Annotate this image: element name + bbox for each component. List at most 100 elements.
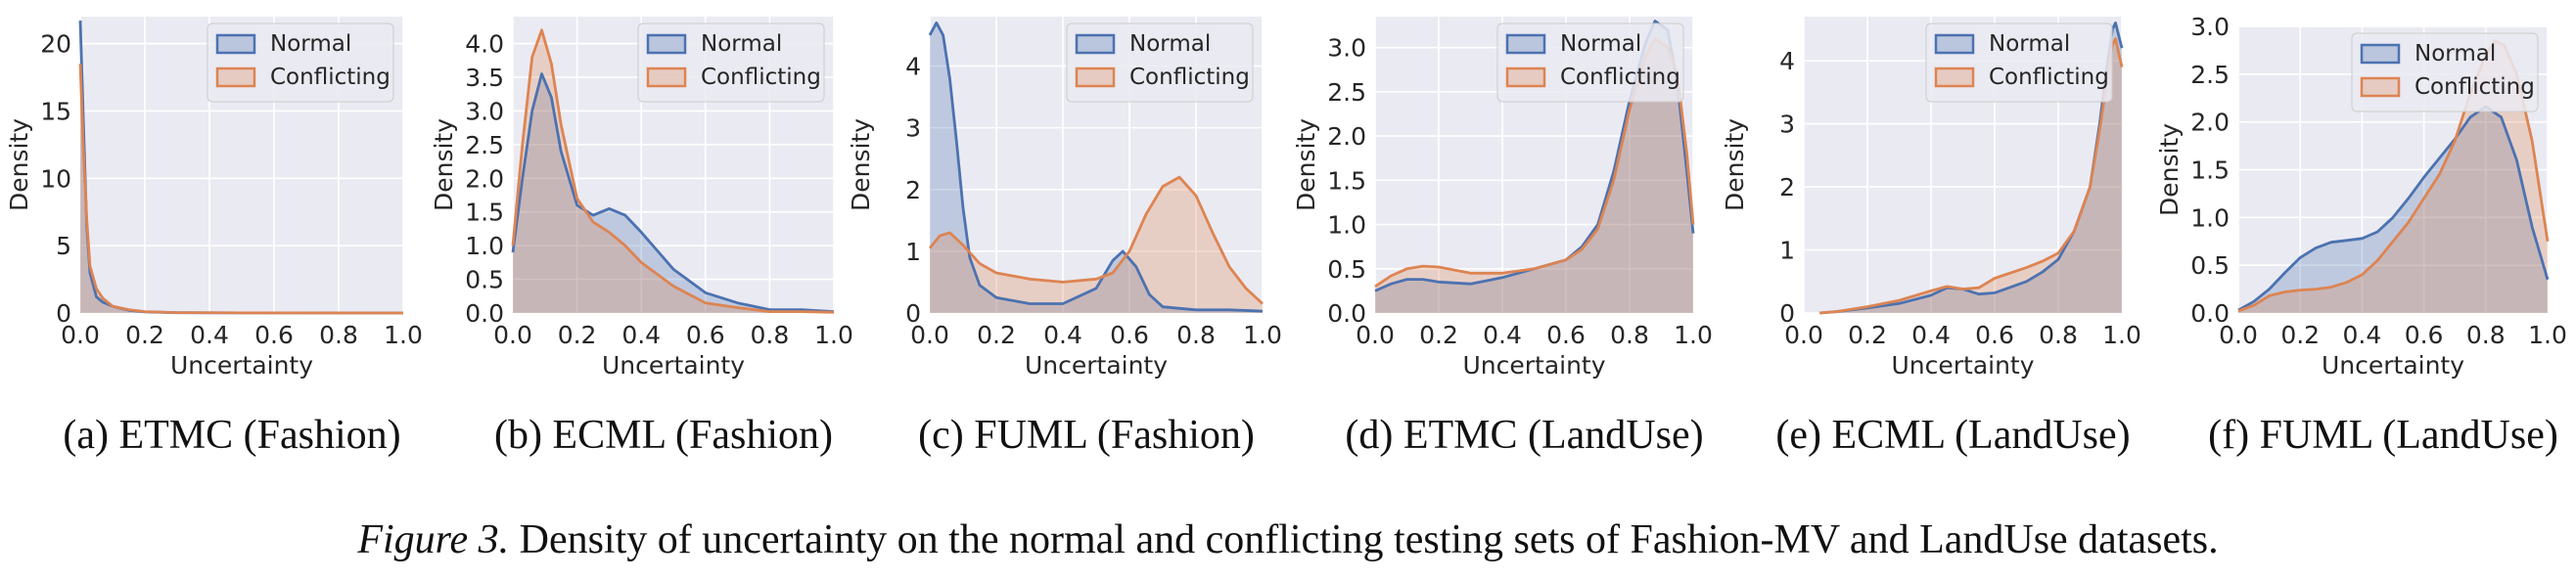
x-tick-label: 0.4 xyxy=(621,321,661,349)
figure-caption: Figure 3. Density of uncertainty on the … xyxy=(0,516,2576,563)
legend-swatch-normal xyxy=(646,33,687,55)
y-tick-label: 0 xyxy=(1779,299,1795,328)
legend-label: Normal xyxy=(1129,31,1211,57)
legend-swatch-conflicting xyxy=(1934,67,1975,88)
y-tick-label: 4 xyxy=(1779,47,1795,75)
chart-panel-5: 0.0 0.2 0.4 0.6 0.8 1.0 0 1 2 3 4 Uncertainty Densit… xyxy=(1721,17,2141,458)
y-tick-label: 2.5 xyxy=(2190,61,2230,89)
figure-caption-text: Density of uncertainty on the normal and… xyxy=(519,517,2219,562)
y-tick-label: 2 xyxy=(905,176,921,204)
x-tick-label: 0.6 xyxy=(2405,321,2444,349)
density-line-normal xyxy=(511,72,835,313)
x-axis-label: Uncertainty xyxy=(602,351,745,380)
x-tick-label: 1.0 xyxy=(1674,321,1713,349)
x-tick-label: 0.8 xyxy=(2466,321,2506,349)
x-tick-label: 0.2 xyxy=(1419,321,1458,349)
y-tick-label: 4 xyxy=(905,53,921,81)
x-tick-label: 0.4 xyxy=(1911,321,1951,349)
legend: Normal Conflicting xyxy=(2351,32,2539,112)
legend-swatch-normal xyxy=(215,33,256,55)
x-tick-label: 0.6 xyxy=(254,321,294,349)
y-tick-label: 0.5 xyxy=(2190,251,2230,280)
x-axis-label: Uncertainty xyxy=(1462,351,1605,380)
y-tick-label: 2.0 xyxy=(2190,109,2230,137)
subfigure-caption: (e) ECML (LandUse) xyxy=(1775,413,2130,458)
y-axis-label: Density xyxy=(1721,118,1749,211)
y-tick-label: 4.0 xyxy=(465,30,504,59)
density-area-normal xyxy=(1819,22,2122,314)
legend-swatch-conflicting xyxy=(1505,67,1546,88)
x-axis-label: Uncertainty xyxy=(1025,351,1168,380)
y-tick-label: 15 xyxy=(40,97,71,125)
x-tick-label: 0.2 xyxy=(977,321,1016,349)
x-tick-label: 0.4 xyxy=(190,321,229,349)
y-tick-label: 0.0 xyxy=(1327,299,1366,328)
y-tick-label: 3 xyxy=(1779,111,1795,139)
legend-swatch-normal xyxy=(1934,33,1975,55)
y-tick-label: 3.0 xyxy=(465,97,504,125)
legend-swatch-conflicting xyxy=(2360,76,2401,98)
legend-label: Conflicting xyxy=(270,65,391,90)
x-tick-label: 0.4 xyxy=(2343,321,2382,349)
y-tick-label: 3.0 xyxy=(2190,13,2230,41)
x-tick-label: 0.6 xyxy=(1975,321,2014,349)
y-tick-label: 1 xyxy=(1779,237,1795,265)
legend-label: Normal xyxy=(270,31,351,57)
density-area-normal xyxy=(930,22,1263,314)
density-area-normal xyxy=(2238,107,2548,313)
x-tick-label: 0.4 xyxy=(1043,321,1082,349)
subfigure-caption: (d) ETMC (LandUse) xyxy=(1345,413,1703,458)
y-tick-label: 1.5 xyxy=(1327,166,1366,195)
legend-label: Conflicting xyxy=(1989,65,2109,90)
legend-label: Normal xyxy=(2415,41,2496,67)
x-axis-label: Uncertainty xyxy=(170,351,313,380)
density-line-normal xyxy=(2237,105,2550,312)
legend-swatch-conflicting xyxy=(1075,67,1116,88)
y-axis-label: Density xyxy=(5,118,33,211)
subfigure-caption: (c) FUML (Fashion) xyxy=(918,413,1255,458)
legend-label: Normal xyxy=(701,31,782,57)
y-tick-label: 20 xyxy=(40,30,71,59)
x-tick-label: 1.0 xyxy=(2528,321,2567,349)
x-axis-label: Uncertainty xyxy=(1891,351,2034,380)
y-tick-label: 1.0 xyxy=(1327,211,1366,240)
chart-panel-2: 0.0 0.2 0.4 0.6 0.8 1.0 0.0 0.5 1.0 1.5 2.0 2.5 3.0 3… xyxy=(430,17,853,458)
y-tick-label: 3 xyxy=(905,114,921,143)
y-tick-label: 2 xyxy=(1779,173,1795,201)
subfigure-caption: (b) ECML (Fashion) xyxy=(494,413,833,458)
x-tick-label: 0.8 xyxy=(1176,321,1216,349)
x-tick-label: 0.0 xyxy=(2219,321,2258,349)
y-tick-label: 0 xyxy=(56,299,71,328)
density-area-conflicting xyxy=(513,29,834,314)
legend: Normal Conflicting xyxy=(637,22,825,103)
y-tick-label: 0.5 xyxy=(465,266,504,294)
legend-label: Normal xyxy=(1560,31,1641,57)
density-area-normal xyxy=(1375,21,1693,313)
legend: Normal Conflicting xyxy=(207,22,394,103)
y-tick-label: 3.5 xyxy=(465,64,504,92)
density-line-conflicting xyxy=(78,64,404,315)
y-axis-label: Density xyxy=(1292,118,1320,211)
y-tick-label: 2.5 xyxy=(465,131,504,159)
x-tick-label: 0.2 xyxy=(558,321,597,349)
legend: Normal Conflicting xyxy=(1925,22,2113,103)
figure-number: Figure 3. xyxy=(357,517,510,562)
x-tick-label: 0.2 xyxy=(125,321,164,349)
chart-panel-3: 0.0 0.2 0.4 0.6 0.8 1.0 0 1 2 3 4 Uncertainty Densit… xyxy=(847,17,1282,458)
x-tick-label: 1.0 xyxy=(2102,321,2141,349)
subfigure-caption: (f) FUML (LandUse) xyxy=(2208,413,2558,458)
legend-swatch-conflicting xyxy=(646,67,687,88)
x-tick-label: 0.2 xyxy=(1848,321,1887,349)
legend-label: Conflicting xyxy=(701,65,821,90)
y-tick-label: 0 xyxy=(905,299,921,328)
x-tick-label: 0.0 xyxy=(493,321,532,349)
y-tick-label: 1.5 xyxy=(465,199,504,227)
x-axis-label: Uncertainty xyxy=(2322,351,2464,380)
legend: Normal Conflicting xyxy=(1496,22,1684,103)
x-tick-label: 0.8 xyxy=(1610,321,1649,349)
legend-swatch-normal xyxy=(1075,33,1116,55)
density-area-conflicting xyxy=(1819,38,2122,313)
x-tick-label: 0.6 xyxy=(1110,321,1149,349)
legend-swatch-conflicting xyxy=(215,67,256,88)
y-tick-label: 2.5 xyxy=(1327,78,1366,107)
